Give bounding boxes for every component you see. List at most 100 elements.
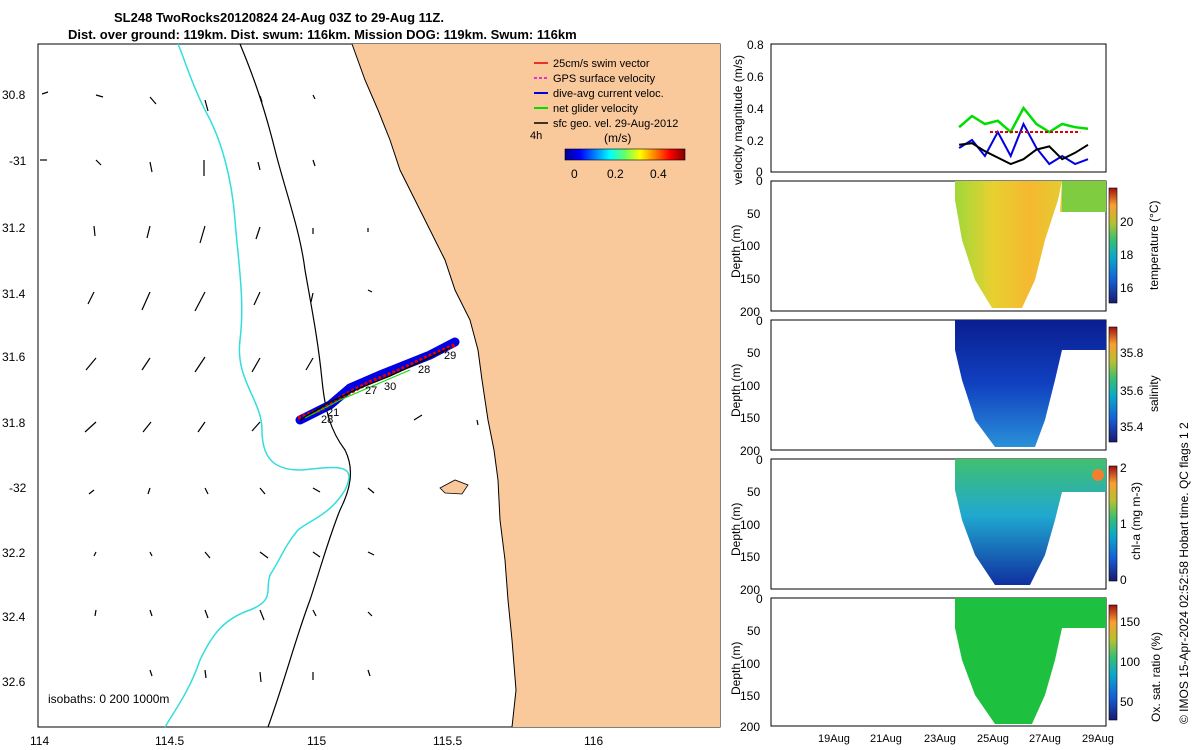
chla-panel: 2 1 0 chl-a (mg m-3) [770,458,1143,590]
cb-tick: 18 [1120,248,1134,262]
legend-label: GPS surface velocity [553,73,656,85]
temperature-shallow [1062,181,1106,212]
chla-cblabel: chl-a (mg m-3) [1129,482,1143,560]
depth-tick: 50 [747,624,761,638]
lat-tick: -31 [9,154,27,168]
velocity-panel: 0.8 0.6 0.4 0.2 0 velocity magnitude (m/… [731,38,1107,185]
date-tick: 19Aug [818,733,850,745]
cb-tick: 0 [1120,573,1127,587]
chla-ylabel: Depth (m) [729,503,743,556]
vel-tick: 0.6 [747,70,764,84]
isobaths-label: isobaths: 0 200 1000m [48,692,169,706]
colorbar-tick: 0.4 [650,167,667,181]
depth-axes: 0 50 100 150 200 Depth (m) 0 50 100 150 … [729,174,763,734]
date-tick: 21Aug [870,733,902,745]
depth-tick: 100 [740,379,760,393]
colorbar-title: (m/s) [604,131,631,145]
temperature-colorbar [1108,187,1118,304]
oxygen-panel: 150 100 50 Ox. sat. ratio (%) [770,597,1163,727]
depth-tick: 100 [740,657,760,671]
credit-text: © IMOS 15-Apr-2024 02:52:58 Hobart time.… [1177,422,1191,724]
cb-tick: 35.8 [1120,346,1144,360]
net-glider-track [304,369,411,419]
velocity-series-line [958,142,1089,166]
isobath-1000m [164,43,350,728]
temperature-panel: 20 18 16 temperature (°C) [770,180,1161,312]
legend-label: sfc geo. vel. 29-Aug-2012 [553,118,678,130]
salinity-section [955,320,1106,447]
day-label: 28 [418,364,430,376]
chla-section [955,459,1106,585]
coastline [351,43,517,728]
date-tick: 27Aug [1029,733,1061,745]
map-legend: 25cm/s swim vector GPS surface velocity … [530,58,686,181]
chart-title-line1: SL248 TwoRocks20120824 24-Aug 03Z to 29-… [114,10,444,25]
oxygen-section [955,598,1106,724]
legend-label: net glider velocity [553,103,638,115]
cb-tick: 16 [1120,281,1134,295]
temperature-section [955,181,1106,308]
lat-tick: -32 [9,481,27,495]
lon-tick: 115 [307,734,326,748]
lon-tick: 114.5 [155,734,184,748]
depth-tick: 0 [756,453,763,467]
lat-tick: 31.6 [2,350,26,364]
depth-tick: 150 [740,411,760,425]
map-lat-axis: 30.8 -31 31.2 31.4 31.6 31.8 -32 32.2 32… [2,88,27,689]
date-axis: 19Aug 21Aug 23Aug 25Aug 27Aug 29Aug [818,733,1114,745]
velocity-axes [770,43,1107,173]
vel-tick: 0.8 [747,38,764,52]
velocity-series-line [958,105,1089,134]
day-label: 27 [365,385,377,397]
legend-label: 25cm/s swim vector [553,58,650,70]
date-tick: 25Aug [977,733,1009,745]
cb-tick: 50 [1120,695,1134,709]
lat-tick: 32.6 [2,675,26,689]
geo-velocity-track [299,347,451,421]
depth-tick: 200 [740,720,760,734]
chla-hotspot [1092,469,1104,481]
land-area [352,44,720,727]
cb-tick: 20 [1120,215,1134,229]
oxygen-ylabel: Depth (m) [729,642,743,695]
lat-tick: 32.2 [2,546,26,560]
vel-tick: 0.2 [747,134,764,148]
cb-tick: 35.4 [1120,420,1144,434]
date-tick: 29Aug [1082,733,1114,745]
depth-tick: 50 [747,485,761,499]
day-label: 28 [321,414,333,426]
current-vector-field [40,91,479,683]
colorbar-tick: 0 [571,167,578,181]
map-panel: 28 29 27 30 21 28 25cm/s swim vector GPS… [2,43,721,748]
chart-title-line2: Dist. over ground: 119km. Dist. swum: 11… [68,27,577,42]
oxygen-colorbar [1108,604,1118,721]
velocity-lines [958,105,1089,166]
cb-tick: 150 [1120,615,1140,629]
temperature-cblabel: temperature (°C) [1147,201,1161,291]
glider-track [295,337,460,425]
lat-tick: 30.8 [2,88,26,102]
depth-tick: 50 [747,207,761,221]
depth-tick: 0 [756,592,763,606]
depth-tick: 100 [740,518,760,532]
date-tick: 23Aug [924,733,956,745]
legend-label: dive-avg current veloc. [553,88,664,100]
depth-tick: 200 [740,305,760,319]
lat-tick: 31.2 [2,221,26,235]
day-label: 21 [327,407,339,419]
lon-tick: 115.5 [433,734,462,748]
depth-tick: 150 [740,689,760,703]
velocity-ylabel: velocity magnitude (m/s) [731,55,745,185]
vel-tick: 0.4 [747,102,764,116]
depth-tick: 200 [740,583,760,597]
velocity-series-line [958,121,1089,166]
lat-tick: 31.8 [2,416,26,430]
cb-tick: 1 [1120,517,1127,531]
depth-tick: 100 [740,239,760,253]
depth-tick: 0 [756,314,763,328]
colorbar-tick: 0.2 [607,167,624,181]
depth-tick: 50 [747,346,761,360]
vel-tick: 0 [756,165,763,179]
cb-tick: 35.6 [1120,384,1144,398]
